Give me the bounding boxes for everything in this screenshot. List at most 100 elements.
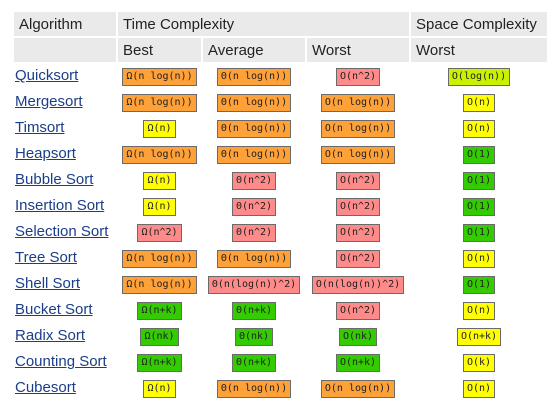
algorithm-link[interactable]: Quicksort	[15, 67, 79, 84]
best-complexity-badge: Ω(n log(n))	[122, 94, 197, 112]
average-cell: Θ(n log(n))	[203, 246, 305, 270]
space-cell: O(1)	[411, 194, 547, 218]
best-complexity-badge: Ω(nk)	[140, 328, 179, 346]
space-cell: O(n)	[411, 246, 547, 270]
worst-cell: O(n^2)	[307, 168, 409, 192]
average-cell: Θ(n^2)	[203, 220, 305, 244]
average-complexity-badge: Θ(n log(n))	[216, 250, 292, 268]
worst-complexity-badge: O(n^2)	[335, 68, 381, 86]
average-cell: Θ(nk)	[203, 324, 305, 348]
worst-complexity-badge: O(n^2)	[335, 172, 381, 190]
space-cell: O(1)	[411, 168, 547, 192]
worst-complexity-badge: O(n+k)	[335, 354, 381, 372]
best-cell: Ω(n^2)	[118, 220, 201, 244]
average-complexity-badge: Θ(n log(n))	[216, 120, 292, 138]
worst-cell: O(n(log(n))^2)	[307, 272, 409, 296]
average-cell: Θ(n(log(n))^2)	[203, 272, 305, 296]
algorithm-link[interactable]: Counting Sort	[15, 353, 107, 370]
space-cell: O(n)	[411, 90, 547, 114]
algorithm-cell: Shell Sort	[14, 272, 116, 296]
space-complexity-badge: O(n)	[462, 250, 496, 268]
table-row: Cubesort Ω(n) Θ(n log(n)) O(n log(n)) O(n)	[14, 376, 547, 400]
space-cell: O(1)	[411, 272, 547, 296]
best-cell: Ω(n log(n))	[118, 142, 201, 166]
worst-complexity-badge: O(n^2)	[335, 250, 381, 268]
space-cell: O(1)	[411, 142, 547, 166]
best-cell: Ω(n+k)	[118, 298, 201, 322]
space-complexity-badge: O(n+k)	[456, 328, 502, 346]
worst-complexity-badge: O(n log(n))	[320, 146, 396, 164]
algorithm-link[interactable]: Mergesort	[15, 93, 83, 110]
best-cell: Ω(n)	[118, 168, 201, 192]
algorithm-link[interactable]: Bubble Sort	[15, 171, 94, 188]
algorithm-link[interactable]: Heapsort	[15, 145, 76, 162]
table-row: Selection Sort Ω(n^2) Θ(n^2) O(n^2) O(1)	[14, 220, 547, 244]
space-cell: O(k)	[411, 350, 547, 374]
header-algorithm: Algorithm	[14, 12, 116, 36]
worst-cell: O(n^2)	[307, 194, 409, 218]
best-cell: Ω(n+k)	[118, 350, 201, 374]
average-cell: Θ(n+k)	[203, 350, 305, 374]
table-row: Tree Sort Ω(n log(n)) Θ(n log(n)) O(n^2) O(n…	[14, 246, 547, 270]
space-cell: O(log(n))	[411, 64, 547, 88]
average-complexity-badge: Θ(n log(n))	[216, 94, 292, 112]
worst-cell: O(n^2)	[307, 220, 409, 244]
algorithm-link[interactable]: Tree Sort	[15, 249, 77, 266]
table-row: Bucket Sort Ω(n+k) Θ(n+k) O(n^2) O(n)	[14, 298, 547, 322]
algorithm-cell: Heapsort	[14, 142, 116, 166]
algorithm-cell: Quicksort	[14, 64, 116, 88]
best-cell: Ω(n)	[118, 194, 201, 218]
algorithm-link[interactable]: Bucket Sort	[15, 301, 93, 318]
best-complexity-badge: Ω(n log(n))	[122, 68, 197, 86]
best-complexity-badge: Ω(n^2)	[137, 224, 182, 242]
best-complexity-badge: Ω(n log(n))	[122, 146, 197, 164]
best-cell: Ω(n log(n))	[118, 272, 201, 296]
header-worst: Worst	[307, 38, 409, 62]
worst-complexity-badge: O(nk)	[338, 328, 378, 346]
worst-cell: O(n log(n))	[307, 116, 409, 140]
worst-complexity-badge: O(n log(n))	[320, 94, 396, 112]
average-cell: Θ(n log(n))	[203, 116, 305, 140]
algorithm-cell: Radix Sort	[14, 324, 116, 348]
space-cell: O(n+k)	[411, 324, 547, 348]
best-complexity-badge: Ω(n)	[143, 198, 176, 216]
best-complexity-badge: Ω(n)	[143, 120, 176, 138]
worst-cell: O(n log(n))	[307, 142, 409, 166]
best-cell: Ω(n log(n))	[118, 64, 201, 88]
algorithm-link[interactable]: Radix Sort	[15, 327, 86, 344]
best-cell: Ω(n log(n))	[118, 90, 201, 114]
algorithm-cell: Counting Sort	[14, 350, 116, 374]
table-row: Heapsort Ω(n log(n)) Θ(n log(n)) O(n log(n)…	[14, 142, 547, 166]
space-complexity-badge: O(1)	[462, 198, 496, 216]
worst-cell: O(n^2)	[307, 298, 409, 322]
average-cell: Θ(n log(n))	[203, 64, 305, 88]
table-header: Algorithm Time Complexity Space Complexi…	[14, 12, 547, 62]
algorithm-link[interactable]: Selection Sort	[15, 223, 109, 240]
algorithm-link[interactable]: Shell Sort	[15, 275, 81, 292]
table-row: Quicksort Ω(n log(n)) Θ(n log(n)) O(n^2) O(l…	[14, 64, 547, 88]
algorithm-link[interactable]: Cubesort	[15, 379, 76, 396]
table-row: Bubble Sort Ω(n) Θ(n^2) O(n^2) O(1)	[14, 168, 547, 192]
best-complexity-badge: Ω(n)	[143, 172, 176, 190]
average-complexity-badge: Θ(n log(n))	[216, 146, 292, 164]
space-complexity-badge: O(n)	[462, 94, 496, 112]
algorithm-link[interactable]: Timsort	[15, 119, 65, 136]
header-average: Average	[203, 38, 305, 62]
average-cell: Θ(n log(n))	[203, 90, 305, 114]
space-cell: O(n)	[411, 376, 547, 400]
worst-cell: O(n^2)	[307, 64, 409, 88]
best-cell: Ω(n)	[118, 116, 201, 140]
space-complexity-badge: O(n)	[462, 302, 496, 320]
space-cell: O(n)	[411, 298, 547, 322]
header-best: Best	[118, 38, 201, 62]
best-complexity-badge: Ω(n+k)	[137, 302, 182, 320]
average-complexity-badge: Θ(n(log(n))^2)	[207, 276, 301, 294]
algorithm-link[interactable]: Insertion Sort	[15, 197, 105, 214]
average-cell: Θ(n+k)	[203, 298, 305, 322]
worst-cell: O(n log(n))	[307, 90, 409, 114]
table-row: Shell Sort Ω(n log(n)) Θ(n(log(n))^2) O(n(l…	[14, 272, 547, 296]
best-complexity-badge: Ω(n+k)	[137, 354, 182, 372]
space-complexity-badge: O(1)	[462, 276, 496, 294]
worst-complexity-badge: O(n^2)	[335, 302, 381, 320]
algorithm-cell: Bucket Sort	[14, 298, 116, 322]
